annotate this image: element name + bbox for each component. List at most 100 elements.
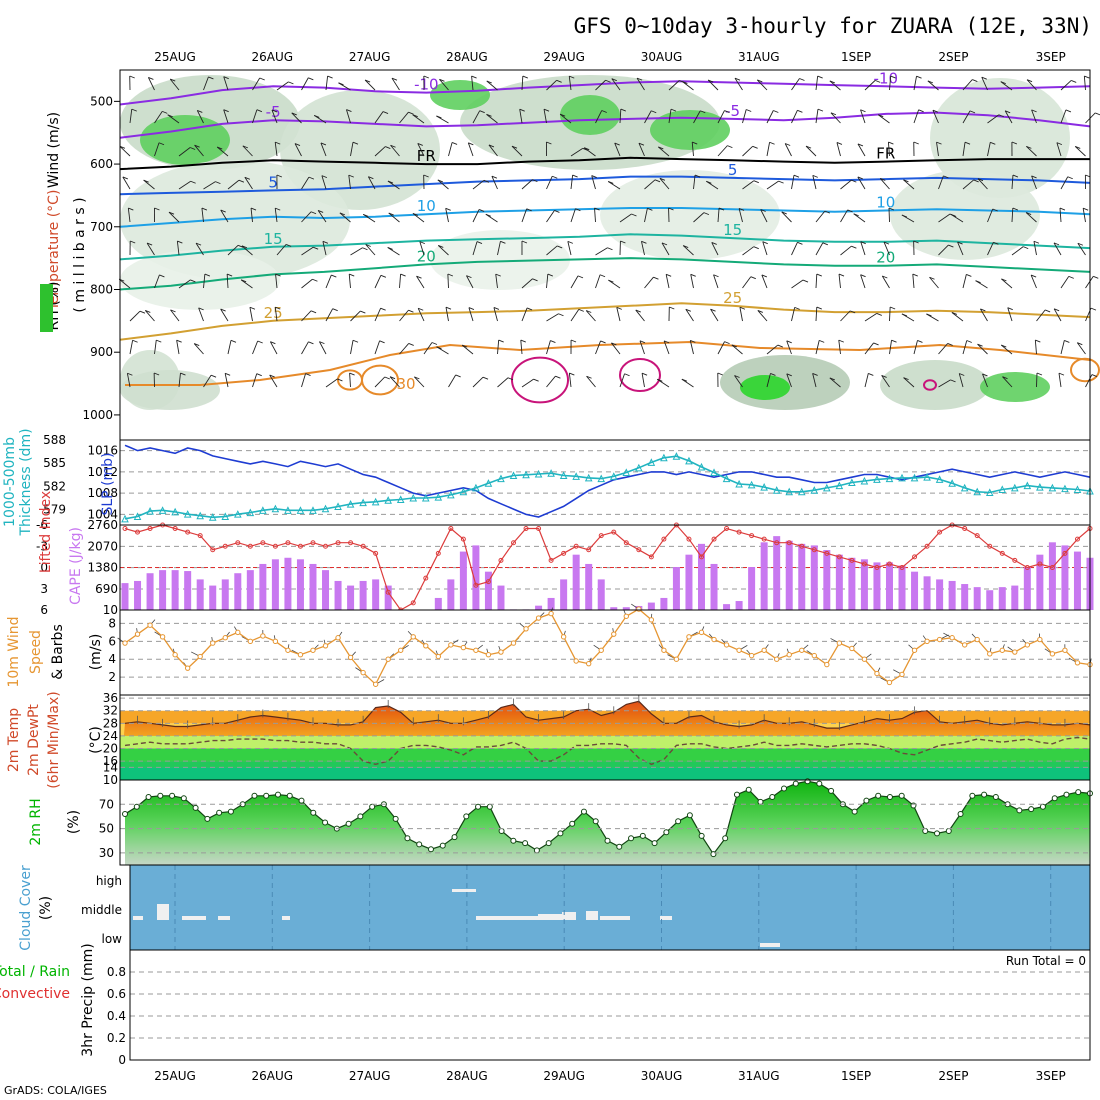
barb (519, 109, 523, 124)
rh-marker (969, 792, 976, 799)
cape-bar (1048, 542, 1056, 610)
barb (350, 310, 361, 322)
thick-tick-579: 579 (43, 503, 66, 517)
ylabel-slp: SLP (mb) (100, 452, 116, 515)
slp-thickness-lines: 579 582 585 588 1004 1008 1012 1016 (43, 433, 1094, 523)
thick-marker (810, 486, 819, 494)
rh-marker (522, 840, 529, 847)
wind-marker (535, 615, 542, 621)
temp-tick-16: 16 (103, 754, 118, 768)
barb (546, 210, 555, 223)
barb (249, 307, 253, 322)
barb (829, 80, 841, 91)
thick-marker (334, 502, 342, 510)
barb-flag (461, 344, 468, 348)
barb (595, 110, 603, 124)
barb-flag (1023, 246, 1029, 250)
rh-marker (1039, 803, 1046, 810)
barb (274, 307, 278, 322)
cloud-row-middle: middle (81, 903, 122, 917)
cloud-mark-3 (218, 916, 230, 920)
barb-flag (724, 110, 730, 113)
barb-flag (389, 376, 396, 380)
barb-flag (159, 274, 165, 278)
wind-speed-line: 2 4 6 8 (108, 603, 1093, 687)
barb-flag (197, 110, 203, 113)
barb-flag (847, 209, 853, 213)
barb-flag (436, 115, 442, 119)
wind-marker (886, 679, 893, 686)
barb-flag (391, 77, 398, 81)
li-marker (724, 526, 730, 532)
barb-flag (620, 240, 626, 244)
barb (815, 273, 818, 289)
thick-marker (747, 480, 756, 489)
warm-contour-4 (923, 379, 937, 391)
barb (216, 146, 229, 157)
ylabel-minmax: (6hr Min/Max) (46, 691, 62, 788)
contour-label-10: 10 (417, 197, 436, 215)
barb-flag (129, 75, 135, 79)
barb-flag (275, 306, 281, 310)
p-tick-600: 600 (90, 157, 113, 171)
pressure-axis: 500 600 700 800 900 1000 (82, 94, 120, 422)
panel-slp-thickness: 579 582 585 588 1004 1008 1012 1016 SLP (mb) 10… (2, 428, 1094, 537)
barb-flag (1001, 344, 1007, 348)
cloud-mark-1 (157, 904, 169, 920)
barb (325, 76, 329, 91)
barb (682, 81, 694, 91)
p-tick-500: 500 (90, 94, 113, 108)
cloud-marks (133, 865, 1052, 950)
barb (325, 308, 334, 322)
barb-flag (139, 310, 146, 314)
barb-flag (190, 279, 196, 283)
barb (734, 77, 743, 91)
thick-marker (259, 506, 267, 514)
barb-flag (665, 273, 672, 277)
barb-flag (661, 242, 668, 246)
barb-flag (757, 309, 764, 313)
x-tick-top-1SEP: 1SEP (841, 50, 871, 64)
cape-bar (271, 559, 279, 610)
barb-flag (310, 211, 317, 215)
barb (437, 245, 449, 256)
barb-flag (194, 343, 200, 346)
barb-flag (849, 310, 856, 314)
slp-tick-1012: 1012 (87, 465, 118, 479)
rh-blob-7 (650, 110, 730, 150)
barb (766, 373, 771, 388)
barb (815, 306, 818, 322)
barb-flag (223, 109, 229, 113)
barb (445, 208, 449, 223)
li-marker (310, 540, 316, 546)
rh-marker (463, 813, 470, 820)
thick-marker (923, 472, 931, 481)
ylabel-wind-unit: (m/s) (88, 634, 104, 671)
li-marker (561, 550, 567, 556)
rh-blob-18 (120, 370, 220, 410)
cloud-mark-5 (452, 889, 476, 892)
barb-flag (690, 273, 696, 277)
barb (472, 209, 480, 223)
barb-flag (586, 310, 592, 313)
barb (321, 175, 327, 190)
barb-flag (482, 376, 489, 380)
rh-marker (592, 818, 599, 825)
barb-flag (838, 339, 844, 343)
wind-marker (999, 647, 1005, 653)
barb-flag (1053, 308, 1060, 312)
wind-marker (899, 671, 905, 678)
barb-flag (308, 77, 314, 81)
li-marker (485, 579, 491, 585)
p-tick-1000: 1000 (82, 408, 113, 422)
barb (641, 241, 645, 256)
barb-flag (195, 242, 202, 246)
barb (568, 76, 572, 91)
wind-marker (1074, 660, 1081, 666)
barb (962, 179, 974, 190)
thick-marker (597, 474, 606, 483)
rh-marker (945, 828, 952, 834)
barb-flag (146, 242, 153, 246)
contour-label--5: -5 (725, 102, 740, 120)
barb (760, 209, 768, 223)
